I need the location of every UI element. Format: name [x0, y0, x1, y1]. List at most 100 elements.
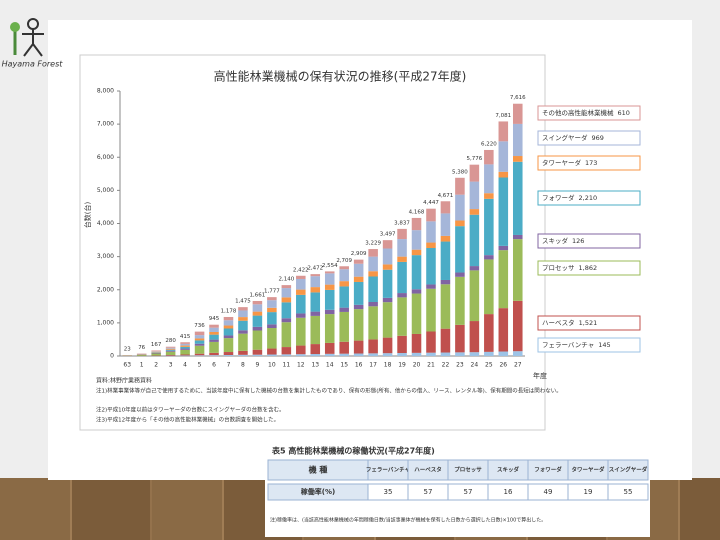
bar-segment — [411, 249, 422, 256]
bar-segment — [353, 263, 364, 277]
legend-value: 126 — [572, 237, 584, 245]
bar-segment — [339, 286, 349, 308]
bar-segment — [339, 307, 349, 312]
bar-segment — [165, 346, 176, 348]
bar-segment — [484, 351, 494, 356]
bar-segment — [223, 316, 234, 321]
bar-segment — [339, 311, 349, 342]
bar-segment — [411, 217, 422, 231]
bar-segment — [440, 201, 451, 214]
bar-segment — [151, 351, 161, 353]
total-label: 1,661 — [250, 292, 266, 298]
x-tick-label: 16 — [355, 362, 363, 369]
bar-segment — [484, 149, 494, 165]
legend-box — [537, 130, 641, 146]
bar-segment — [209, 341, 219, 353]
legend-box — [537, 233, 641, 249]
table-cell-text: 57 — [424, 488, 433, 496]
legend-box — [537, 155, 641, 171]
x-tick-label: 25 — [485, 362, 493, 369]
total-label: 415 — [180, 334, 191, 340]
x-tick-label: 63 — [123, 362, 131, 369]
total-label: 1,178 — [221, 308, 237, 314]
bar-segment — [455, 272, 465, 277]
bar-segment — [411, 333, 422, 353]
note: 注3)平成12年度から「その他の高性能林業機械」の台数調査を開始した。 — [96, 416, 279, 424]
bar-segment — [165, 350, 176, 352]
legend-value: 1,521 — [579, 319, 598, 327]
bar-segment — [440, 328, 451, 353]
bar-segment — [498, 171, 509, 178]
bar-segment — [353, 304, 364, 310]
bar-segment — [397, 293, 407, 298]
bar-segment — [455, 226, 465, 273]
bar-segment — [223, 325, 234, 329]
bar-segment — [498, 141, 509, 172]
legend-name: フェラーバンチャ — [542, 341, 594, 349]
x-tick-label: 11 — [283, 362, 291, 369]
bar-segment — [368, 353, 378, 356]
bar-segment — [484, 198, 494, 256]
bar-segment — [209, 327, 219, 332]
note: 注1)林業事業体等が自己で使用するために、当該年度中に保有した機械の台数を集計し… — [96, 387, 562, 395]
total-label: 2,472 — [307, 266, 323, 272]
bar-segment — [339, 266, 349, 270]
legend-box — [537, 260, 641, 276]
x-tick-label: 6 — [212, 362, 216, 369]
bar-segment — [512, 239, 523, 301]
bar-segment — [512, 300, 523, 352]
x-tick-label: 26 — [499, 362, 507, 369]
table-cell-text: 55 — [624, 488, 633, 496]
bar-segment — [397, 228, 407, 240]
bar-segment — [469, 270, 480, 322]
bar-segment — [368, 249, 378, 257]
bar-segment — [238, 354, 248, 356]
bar-segment — [281, 302, 292, 319]
y-tick-label: 7,000 — [97, 121, 114, 128]
legend-name: ハーベスタ — [542, 318, 575, 327]
table-header: フェラーバンチャ — [366, 467, 410, 474]
bar-segment — [512, 351, 523, 356]
bar-segment — [411, 230, 422, 250]
bar-segment — [382, 353, 393, 356]
bar-segment — [267, 328, 277, 349]
bar-segment — [411, 289, 422, 294]
bar-segment — [180, 349, 190, 355]
logo — [10, 18, 44, 57]
x-tick-label: 9 — [255, 362, 259, 369]
bar-segment — [353, 309, 364, 341]
bar-segment — [324, 353, 335, 356]
bar-segment — [382, 337, 393, 354]
x-tick-label: 2 — [154, 362, 158, 369]
logo-text: Hayama Forest — [2, 60, 64, 69]
bar-segment — [165, 351, 176, 356]
bar-segment — [281, 318, 292, 323]
bar-segment — [281, 322, 292, 348]
bar-segment — [223, 335, 234, 339]
bar-segment — [455, 177, 465, 195]
source: 資料:林野庁業務資料 — [96, 377, 152, 385]
bar-segment — [353, 259, 364, 264]
x-tick-label: 3 — [169, 362, 173, 369]
bar-segment — [469, 321, 480, 353]
x-tick-label: 18 — [384, 362, 392, 369]
bar-segment — [281, 288, 292, 298]
legend-name: タワーヤーダ — [542, 158, 582, 167]
bar-segment — [484, 193, 494, 199]
bar-segment — [397, 335, 407, 354]
bar-segment — [498, 121, 509, 142]
bar-segment — [324, 314, 335, 343]
x-tick-label: 22 — [442, 362, 450, 369]
bar-segment — [165, 349, 176, 351]
note: 注2)平成10年度以前はタワーヤーダの台数にスイングヤーダの台数を含む。 — [96, 406, 285, 414]
bar-segment — [440, 235, 451, 242]
legend-entry: その他の高性能林業機械 610 — [542, 108, 630, 117]
bar-segment — [194, 345, 205, 354]
total-label: 4,671 — [438, 193, 454, 199]
x-tick-label: 8 — [241, 362, 245, 369]
x-axis-label: 年度 — [533, 371, 547, 380]
bar-segment — [180, 348, 190, 350]
bar-segment — [411, 255, 422, 290]
chart-title: 高性能林業機械の保有状況の推移(平成27年度) — [214, 69, 467, 84]
bar-segment — [296, 294, 306, 314]
